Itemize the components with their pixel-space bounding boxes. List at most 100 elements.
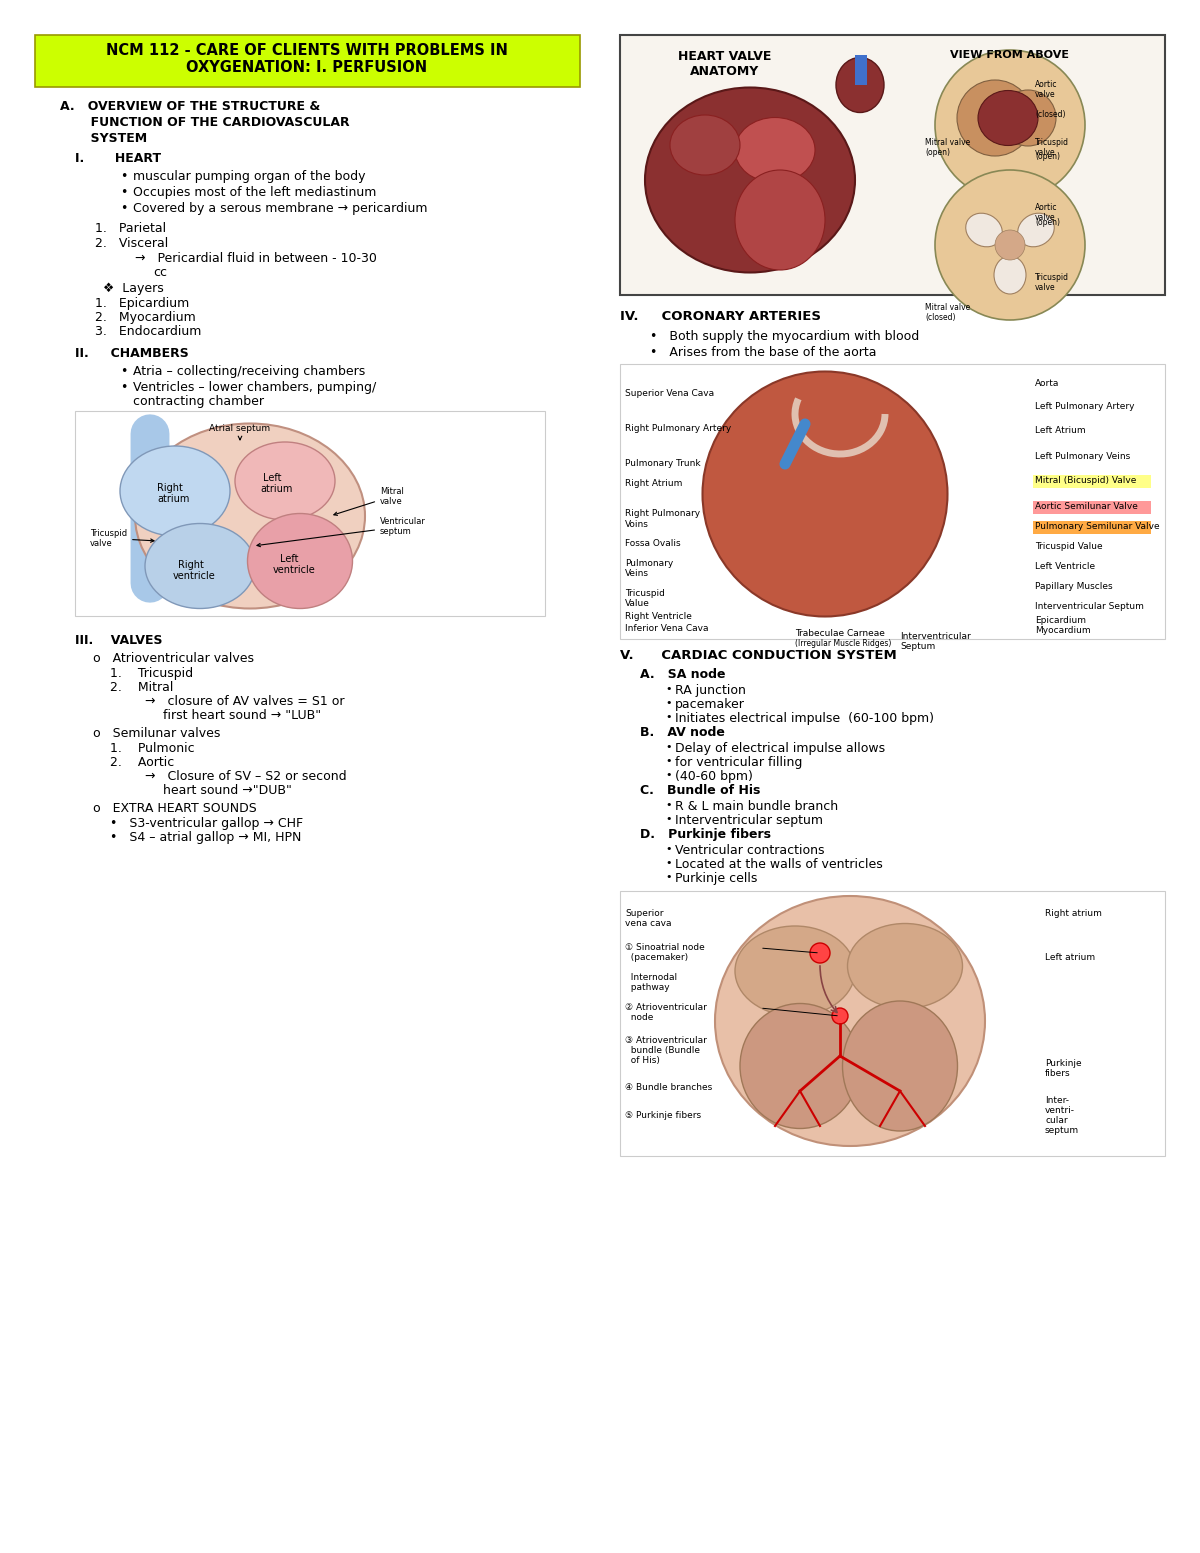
Text: node: node (625, 1013, 653, 1022)
Text: Right atrium: Right atrium (1045, 909, 1102, 918)
Text: pacemaker: pacemaker (674, 697, 745, 711)
Text: vena cava: vena cava (625, 919, 672, 929)
Text: Septum: Septum (900, 641, 935, 651)
Text: 2.    Aortic: 2. Aortic (110, 756, 174, 769)
Text: ④ Bundle branches: ④ Bundle branches (625, 1082, 713, 1092)
Circle shape (810, 943, 830, 963)
Text: •: • (665, 857, 672, 868)
Text: Left: Left (280, 554, 299, 564)
Text: Trabeculae Carneae: Trabeculae Carneae (796, 629, 884, 638)
Text: III.    VALVES: III. VALVES (74, 634, 162, 648)
Text: Right Pulmonary Artery: Right Pulmonary Artery (625, 424, 731, 433)
Text: cular: cular (1045, 1117, 1068, 1124)
Text: (Irregular Muscle Ridges): (Irregular Muscle Ridges) (796, 638, 892, 648)
Ellipse shape (247, 514, 353, 609)
Text: •: • (120, 380, 127, 394)
Circle shape (832, 1008, 848, 1023)
Text: 2.   Myocardium: 2. Myocardium (95, 311, 196, 325)
Text: D.   Purkinje fibers: D. Purkinje fibers (640, 828, 772, 842)
Text: Mitral valve
(open): Mitral valve (open) (925, 138, 971, 157)
Text: HEART VALVE: HEART VALVE (678, 50, 772, 64)
Text: Mitral valve
(closed): Mitral valve (closed) (925, 303, 971, 323)
Text: NCM 112 - CARE OF CLIENTS WITH PROBLEMS IN: NCM 112 - CARE OF CLIENTS WITH PROBLEMS … (106, 43, 508, 57)
Text: •   Both supply the myocardium with blood: • Both supply the myocardium with blood (650, 329, 919, 343)
Text: Interventricular septum: Interventricular septum (674, 814, 823, 828)
Bar (35, 36, 580, 87)
Text: •: • (120, 202, 127, 214)
Text: for ventricular filling: for ventricular filling (674, 756, 803, 769)
Text: Pulmonary Trunk: Pulmonary Trunk (625, 460, 701, 467)
Ellipse shape (670, 115, 740, 175)
Text: I.       HEART: I. HEART (74, 152, 161, 165)
Text: •: • (665, 756, 672, 766)
Text: •   Arises from the base of the aorta: • Arises from the base of the aorta (650, 346, 876, 359)
Text: pathway: pathway (625, 983, 670, 992)
Text: •: • (665, 871, 672, 882)
Text: muscular pumping organ of the body: muscular pumping organ of the body (133, 169, 366, 183)
Text: OXYGENATION: I. PERFUSION: OXYGENATION: I. PERFUSION (186, 61, 427, 75)
Text: Left atrium: Left atrium (1045, 954, 1096, 961)
Text: RA junction: RA junction (674, 683, 746, 697)
Text: Right: Right (157, 483, 182, 492)
Text: Atrial septum: Atrial septum (210, 424, 270, 439)
Text: (40-60 bpm): (40-60 bpm) (674, 770, 752, 783)
Text: atrium: atrium (157, 494, 190, 505)
Text: Occupies most of the left mediastinum: Occupies most of the left mediastinum (133, 186, 377, 199)
Text: •: • (120, 169, 127, 183)
Ellipse shape (734, 118, 815, 183)
Text: Purkinje: Purkinje (1045, 1059, 1081, 1068)
Text: •: • (120, 365, 127, 377)
Ellipse shape (134, 424, 365, 609)
Text: ② Atrioventricular: ② Atrioventricular (625, 1003, 707, 1013)
Ellipse shape (646, 87, 854, 272)
Text: •: • (665, 711, 672, 722)
Text: 1.   Epicardium: 1. Epicardium (95, 297, 190, 311)
Text: Fossa Ovalis: Fossa Ovalis (625, 539, 680, 548)
Ellipse shape (847, 924, 962, 1008)
Text: 2.    Mitral: 2. Mitral (110, 682, 173, 694)
Text: Inferior Vena Cava: Inferior Vena Cava (625, 624, 708, 634)
Circle shape (958, 81, 1033, 155)
Text: IV.     CORONARY ARTERIES: IV. CORONARY ARTERIES (620, 311, 821, 323)
Text: ① Sinoatrial node: ① Sinoatrial node (625, 943, 704, 952)
Ellipse shape (734, 926, 854, 1016)
Circle shape (995, 230, 1025, 259)
Ellipse shape (966, 213, 1002, 247)
Ellipse shape (836, 57, 884, 112)
Text: Purkinje cells: Purkinje cells (674, 871, 757, 885)
Text: Left Ventricle: Left Ventricle (1034, 562, 1096, 572)
Text: (pacemaker): (pacemaker) (625, 954, 688, 961)
Text: B.   AV node: B. AV node (640, 725, 725, 739)
FancyBboxPatch shape (1033, 475, 1151, 488)
Ellipse shape (734, 169, 826, 270)
Text: (open): (open) (1034, 217, 1060, 227)
Text: Atria – collecting/receiving chambers: Atria – collecting/receiving chambers (133, 365, 365, 377)
Text: →   closure of AV valves = S1 or: → closure of AV valves = S1 or (145, 696, 344, 708)
Text: Tricuspid
valve: Tricuspid valve (90, 528, 154, 548)
Text: Right: Right (178, 561, 204, 570)
Text: A.   SA node: A. SA node (640, 668, 726, 682)
Text: Internodal: Internodal (625, 974, 677, 981)
Text: 3.   Endocardium: 3. Endocardium (95, 325, 202, 339)
Text: 1.    Pulmonic: 1. Pulmonic (110, 742, 194, 755)
Text: •: • (665, 770, 672, 780)
Text: first heart sound → "LUB": first heart sound → "LUB" (163, 710, 322, 722)
Bar (620, 891, 1165, 1155)
Text: ⑤ Purkinje fibers: ⑤ Purkinje fibers (625, 1110, 701, 1120)
Text: o   Semilunar valves: o Semilunar valves (94, 727, 221, 739)
Ellipse shape (715, 896, 985, 1146)
Text: Epicardium: Epicardium (1034, 617, 1086, 624)
Bar (74, 412, 545, 617)
Text: o   EXTRA HEART SOUNDS: o EXTRA HEART SOUNDS (94, 801, 257, 815)
Text: Veins: Veins (625, 568, 649, 578)
Text: Tricuspid
valve: Tricuspid valve (1034, 138, 1069, 157)
Text: Right Pulmonary: Right Pulmonary (625, 509, 700, 519)
Text: ANATOMY: ANATOMY (690, 65, 760, 78)
Text: Superior Vena Cava: Superior Vena Cava (625, 388, 714, 398)
FancyBboxPatch shape (1033, 502, 1151, 514)
Bar (620, 36, 1165, 295)
Ellipse shape (1018, 213, 1055, 247)
Text: R & L main bundle branch: R & L main bundle branch (674, 800, 838, 814)
Text: o   Atrioventricular valves: o Atrioventricular valves (94, 652, 254, 665)
Text: Papillary Muscles: Papillary Muscles (1034, 582, 1112, 592)
